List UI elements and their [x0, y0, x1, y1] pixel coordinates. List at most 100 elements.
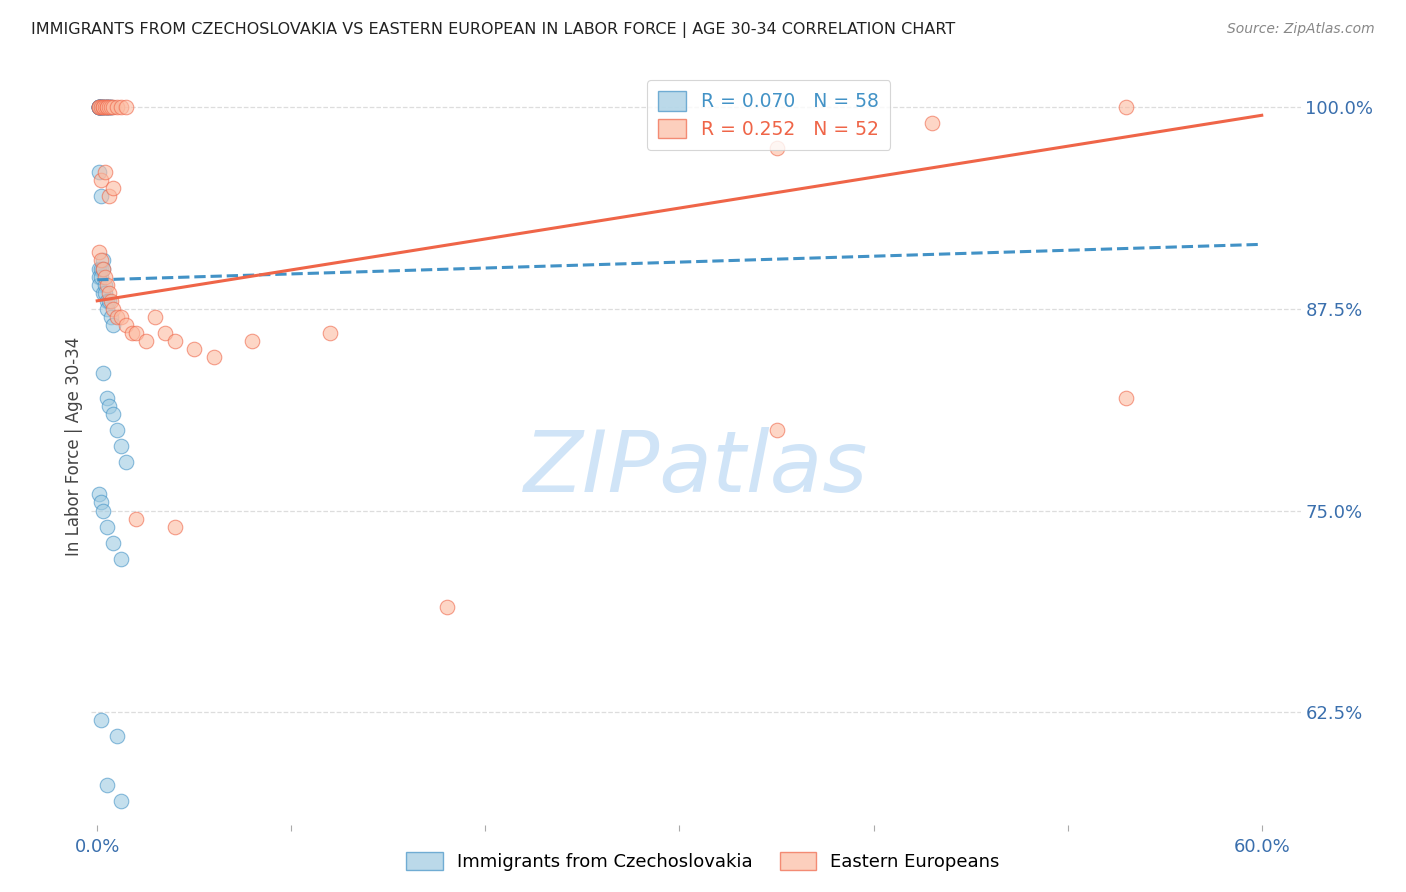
Text: Source: ZipAtlas.com: Source: ZipAtlas.com — [1227, 22, 1375, 37]
Point — [89, 100, 111, 114]
Point — [105, 310, 128, 324]
Point — [89, 245, 111, 260]
Point — [921, 116, 943, 130]
Point — [202, 351, 225, 365]
Point — [765, 423, 787, 437]
Point — [97, 100, 120, 114]
Y-axis label: In Labor Force | Age 30-34: In Labor Force | Age 30-34 — [65, 336, 83, 556]
Point — [125, 511, 148, 525]
Point — [97, 293, 120, 308]
Point — [89, 277, 111, 292]
Point — [90, 173, 112, 187]
Point — [145, 310, 167, 324]
Point — [100, 100, 122, 114]
Point — [765, 140, 787, 154]
Point — [96, 293, 118, 308]
Point — [89, 269, 111, 284]
Point — [90, 100, 112, 114]
Point — [94, 285, 117, 300]
Point — [101, 181, 124, 195]
Point — [110, 552, 132, 566]
Point — [125, 326, 148, 340]
Point — [89, 100, 111, 114]
Point — [94, 100, 117, 114]
Point — [90, 269, 112, 284]
Point — [90, 100, 112, 114]
Point — [97, 100, 120, 114]
Point — [121, 326, 143, 340]
Point — [101, 536, 124, 550]
Point — [319, 326, 342, 340]
Point — [100, 310, 122, 324]
Point — [89, 100, 111, 114]
Point — [97, 285, 120, 300]
Point — [94, 165, 117, 179]
Point — [1115, 391, 1137, 405]
Point — [94, 100, 117, 114]
Point — [90, 713, 112, 727]
Point — [135, 334, 157, 348]
Point — [91, 100, 114, 114]
Point — [153, 326, 176, 340]
Point — [90, 495, 112, 509]
Point — [89, 100, 111, 114]
Point — [89, 165, 111, 179]
Point — [96, 100, 118, 114]
Point — [97, 189, 120, 203]
Point — [110, 439, 132, 453]
Point — [89, 100, 111, 114]
Text: ZIPatlas: ZIPatlas — [524, 427, 868, 510]
Point — [91, 285, 114, 300]
Point — [90, 100, 112, 114]
Point — [89, 100, 111, 114]
Text: IMMIGRANTS FROM CZECHOSLOVAKIA VS EASTERN EUROPEAN IN LABOR FORCE | AGE 30-34 CO: IMMIGRANTS FROM CZECHOSLOVAKIA VS EASTER… — [31, 22, 955, 38]
Point — [96, 100, 118, 114]
Point — [91, 253, 114, 268]
Point — [97, 399, 120, 413]
Point — [94, 269, 117, 284]
Point — [90, 189, 112, 203]
Point — [90, 100, 112, 114]
Point — [115, 318, 138, 332]
Point — [89, 100, 111, 114]
Point — [91, 100, 114, 114]
Point — [89, 487, 111, 501]
Point — [100, 100, 122, 114]
Point — [89, 100, 111, 114]
Point — [110, 310, 132, 324]
Point — [163, 334, 186, 348]
Point — [91, 100, 114, 114]
Point — [96, 277, 118, 292]
Point — [100, 293, 122, 308]
Point — [101, 407, 124, 421]
Point — [183, 342, 205, 356]
Point — [96, 100, 118, 114]
Point — [89, 261, 111, 276]
Point — [96, 301, 118, 316]
Point — [242, 334, 264, 348]
Point — [97, 100, 120, 114]
Point — [91, 261, 114, 276]
Point — [115, 455, 138, 469]
Point — [91, 367, 114, 381]
Point — [96, 391, 118, 405]
Point — [96, 778, 118, 792]
Point — [94, 277, 117, 292]
Point — [100, 100, 122, 114]
Point — [90, 100, 112, 114]
Point — [110, 100, 132, 114]
Point — [101, 318, 124, 332]
Point — [110, 794, 132, 808]
Point — [96, 100, 118, 114]
Point — [91, 503, 114, 517]
Point — [105, 423, 128, 437]
Point — [163, 519, 186, 533]
Point — [91, 100, 114, 114]
Point — [94, 100, 117, 114]
Point — [89, 100, 111, 114]
Point — [105, 100, 128, 114]
Point — [90, 253, 112, 268]
Point — [1115, 100, 1137, 114]
Point — [101, 100, 124, 114]
Point — [436, 600, 458, 615]
